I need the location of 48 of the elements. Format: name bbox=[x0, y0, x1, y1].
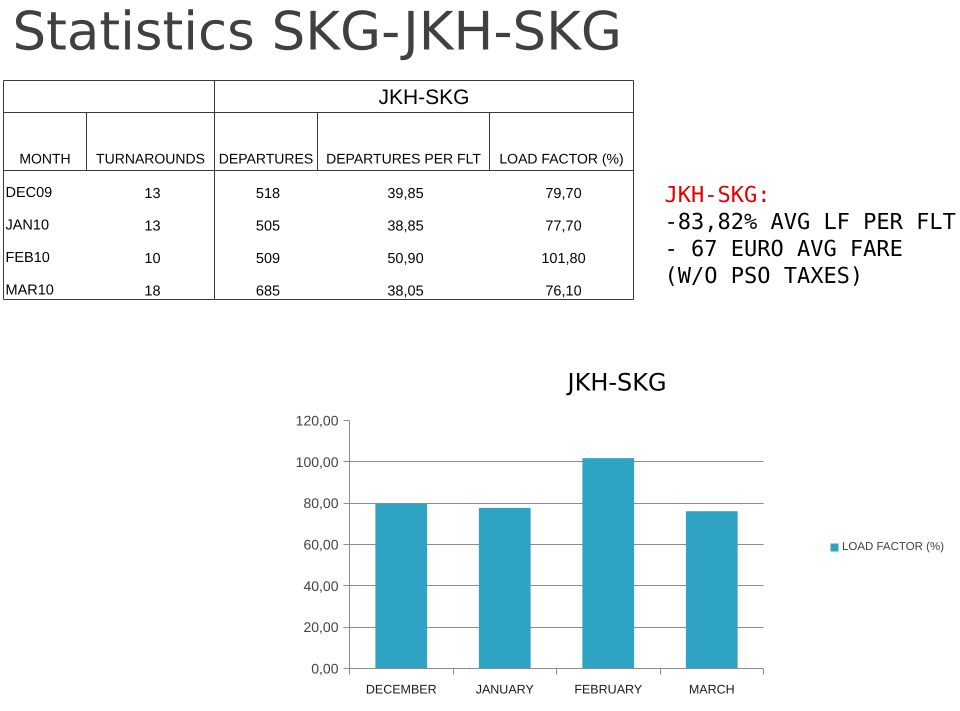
text: 101,80 bbox=[541, 250, 586, 267]
text: Statistics SKG-JKH-SKG bbox=[12, 2, 622, 62]
text: 38,85 bbox=[387, 218, 424, 234]
bar bbox=[375, 504, 428, 668]
y-tick-label: 20,00 bbox=[303, 619, 339, 636]
x-tick-label: MARCH bbox=[688, 682, 735, 696]
text: 685 bbox=[256, 283, 280, 300]
category-label: DEPARTURES bbox=[218, 150, 314, 166]
bar bbox=[686, 511, 738, 668]
x-tick-label: DECEMBER bbox=[366, 682, 437, 696]
chart-title: JKH-SKG bbox=[566, 368, 667, 396]
y-tick-label: 80,00 bbox=[303, 495, 339, 512]
text: (W/O PSO TAXES) bbox=[664, 264, 864, 289]
y-tick-label: 120,00 bbox=[296, 412, 339, 428]
bar bbox=[478, 508, 531, 668]
text: 13 bbox=[144, 186, 161, 202]
x-tick-label: JANUARY bbox=[476, 682, 534, 696]
category-label: TURNAROUNDS bbox=[96, 150, 205, 166]
text: 518 bbox=[256, 186, 280, 202]
x-tick-label: FEBRUARY bbox=[574, 682, 643, 696]
category-label: MAR10 bbox=[6, 282, 54, 298]
text: 77,70 bbox=[545, 218, 582, 234]
category-label: DEC09 bbox=[6, 184, 52, 201]
text: 38,05 bbox=[387, 283, 424, 300]
y-tick-label: 0,00 bbox=[311, 660, 339, 676]
bar bbox=[582, 458, 634, 668]
category-label: JAN10 bbox=[6, 217, 50, 234]
text: 505 bbox=[256, 218, 280, 234]
text: 18 bbox=[144, 283, 161, 300]
text: 76,10 bbox=[545, 283, 582, 300]
text: 13 bbox=[144, 218, 161, 234]
category-label: DEPARTURES PER FLT bbox=[326, 150, 482, 166]
y-tick-label: 40,00 bbox=[303, 578, 339, 594]
text: 10 bbox=[144, 250, 161, 267]
text: MONTH bbox=[19, 150, 71, 166]
text: -83,82% AVG LF PER FLT bbox=[664, 210, 956, 235]
text: 50,90 bbox=[387, 250, 424, 267]
text: 79,70 bbox=[545, 186, 582, 202]
text: JKH-SKG: bbox=[664, 183, 770, 208]
y-tick-label: 60,00 bbox=[303, 536, 339, 552]
y-tick-label: 100,00 bbox=[296, 454, 339, 470]
category-label: LOAD FACTOR (%) bbox=[499, 150, 624, 166]
text: 39,85 bbox=[387, 186, 424, 202]
legend-label: LOAD FACTOR (%) bbox=[842, 541, 944, 553]
text: - 67 EURO AVG FARE bbox=[664, 237, 903, 262]
category-label: FEB10 bbox=[6, 250, 50, 266]
text: JKH-SKG bbox=[378, 86, 470, 109]
text: 509 bbox=[256, 250, 280, 267]
